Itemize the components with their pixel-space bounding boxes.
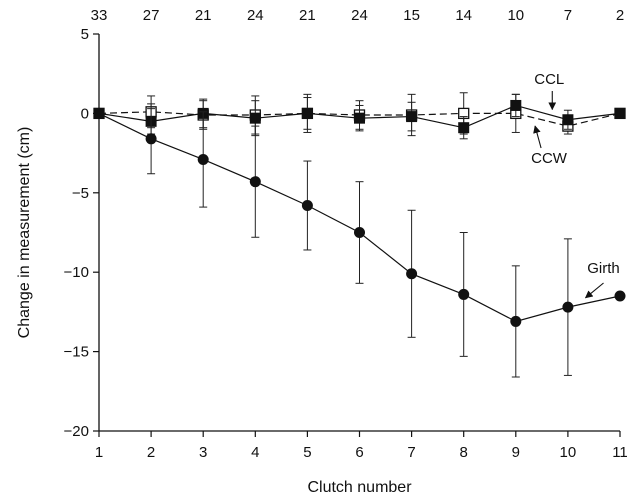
data-point	[249, 112, 261, 124]
series-line	[98, 111, 621, 127]
annotations: CCL CCW Girth	[531, 71, 620, 299]
x-tick-label: 2	[147, 444, 155, 461]
data-point	[510, 315, 522, 327]
data-point	[354, 112, 365, 124]
y-axis-ticks: 5 0 −5 −10 −15 −20	[64, 26, 99, 440]
data-point	[301, 200, 313, 212]
x-tick-label: 8	[460, 444, 468, 461]
x-tick-label: 4	[251, 444, 259, 461]
x-tick-label: 7	[407, 444, 415, 461]
data-point	[614, 107, 626, 119]
data-point	[197, 153, 209, 165]
top-axis-label: 33	[91, 7, 108, 24]
data-point	[406, 111, 418, 123]
x-tick-label: 5	[303, 444, 311, 461]
y-tick-label: −5	[72, 185, 89, 202]
data-point	[145, 133, 157, 145]
data-point	[354, 227, 365, 238]
top-axis-label: 7	[564, 7, 572, 24]
x-axis-ticks: 1 2 3 4 5 6 7 8 9 10 11	[95, 431, 628, 461]
x-tick-label: 10	[560, 444, 577, 461]
x-tick-label: 11	[612, 444, 628, 461]
data-point	[562, 301, 574, 313]
top-axis-labels: 33 27 21 24 21 24 15 14 10 7 2	[91, 7, 625, 24]
y-tick-label: −20	[64, 423, 89, 440]
top-axis-label: 14	[455, 7, 472, 24]
y-tick-label: −10	[64, 264, 89, 281]
data-point	[614, 290, 626, 302]
top-axis-label: 21	[195, 7, 212, 24]
x-tick-label: 3	[199, 444, 207, 461]
data-point	[562, 114, 574, 126]
x-axis-title: Clutch number	[307, 479, 412, 496]
x-tick-label: 6	[355, 444, 363, 461]
annotation-label: CCW	[531, 150, 568, 167]
top-axis-label: 2	[616, 7, 624, 24]
x-tick-label: 1	[95, 444, 103, 461]
x-tick-label: 9	[512, 444, 520, 461]
top-axis-label: 10	[507, 7, 524, 24]
y-tick-label: 5	[81, 26, 89, 43]
data-point	[406, 268, 418, 280]
annotation-arrow	[533, 125, 542, 149]
plot-area	[93, 92, 626, 378]
top-axis-label: 21	[299, 7, 316, 24]
data-point	[458, 288, 470, 300]
annotation-label: CCL	[534, 71, 564, 88]
data-point	[93, 107, 105, 119]
annotation-arrow	[584, 282, 604, 299]
series-girth	[93, 103, 626, 378]
top-axis-label: 27	[143, 7, 160, 24]
data-point	[510, 99, 522, 111]
y-axis-title: Change in measurement (cm)	[16, 127, 33, 339]
data-point	[301, 107, 313, 119]
data-point	[458, 122, 470, 134]
y-tick-label: −15	[64, 344, 89, 361]
top-axis-label: 24	[247, 7, 264, 24]
y-tick-label: 0	[81, 105, 89, 122]
annotation-label: Girth	[587, 260, 620, 277]
top-axis-label: 24	[351, 7, 368, 24]
top-axis-label: 15	[403, 7, 420, 24]
data-point	[249, 176, 261, 188]
